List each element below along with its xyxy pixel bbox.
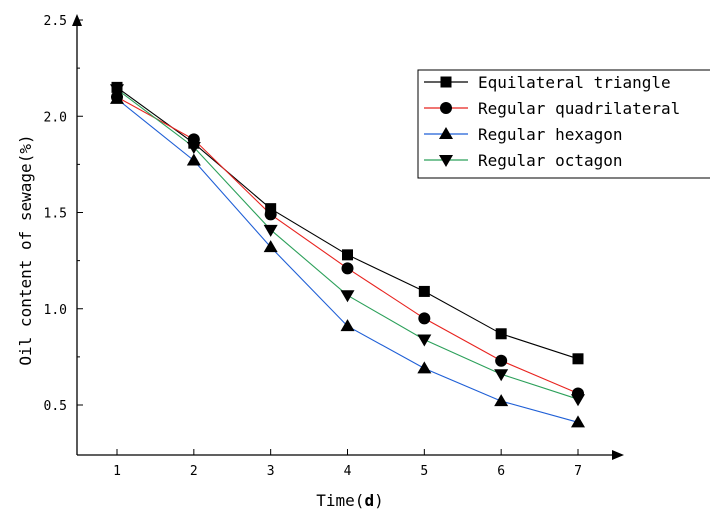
y-tick-label: 2.0 [44, 110, 67, 125]
data-point [110, 91, 124, 104]
data-point [340, 319, 355, 332]
plot-area: 1 2 3 4 5 6 7 0.5 1.0 1.5 2.0 2.5 [44, 14, 624, 479]
data-point [342, 249, 353, 261]
data-point [263, 240, 278, 253]
legend: Equilateral triangle Regular quadrilatera… [417, 69, 710, 179]
x-tick-label: 3 [267, 464, 275, 479]
legend-label: Regular quadrilateral [478, 99, 680, 118]
data-point [572, 353, 584, 365]
data-point [494, 394, 509, 407]
y-tick-label: 0.5 [44, 399, 67, 414]
data-point [340, 290, 355, 303]
legend-marker [439, 127, 453, 139]
data-point [418, 285, 430, 297]
data-point [571, 394, 585, 407]
data-point [418, 312, 431, 325]
x-tick-label: 7 [574, 464, 582, 479]
data-point [186, 142, 201, 155]
y-axis-title: Oil content of sewage(%) [16, 134, 35, 365]
data-point [494, 369, 509, 382]
data-point [571, 415, 585, 428]
data-point [495, 354, 508, 367]
series-3-markers [110, 91, 585, 428]
x-axis-title: Time(d) [316, 491, 383, 510]
x-axis-title-suffix: ) [374, 491, 384, 510]
x-tick-label: 2 [190, 464, 198, 479]
x-tick-label: 1 [113, 464, 121, 479]
data-point [495, 328, 507, 340]
x-axis-title-prefix: Time( [316, 491, 364, 510]
y-tick-label: 2.5 [44, 14, 67, 29]
data-point [417, 334, 432, 347]
legend-label: Equilateral triangle [478, 73, 671, 92]
x-tick-label: 5 [420, 464, 428, 479]
data-point [417, 361, 432, 374]
data-point [263, 224, 278, 237]
legend-label: Regular hexagon [478, 125, 623, 144]
legend-marker [440, 102, 452, 114]
data-point [186, 153, 201, 166]
x-axis-title-unit: d [364, 491, 374, 510]
legend-marker [439, 155, 453, 167]
x-tick-label: 6 [497, 464, 505, 479]
legend-label: Regular octagon [478, 151, 623, 170]
y-tick-label: 1.5 [44, 207, 67, 222]
y-tick-label: 1.0 [44, 303, 67, 318]
data-point [110, 84, 124, 97]
x-tick-label: 4 [344, 464, 352, 479]
data-point [264, 208, 277, 221]
data-point [341, 262, 354, 275]
x-axis-arrow [612, 450, 624, 460]
series-4-markers [110, 84, 585, 407]
legend-marker [440, 76, 452, 88]
series-2-markers [111, 91, 584, 400]
